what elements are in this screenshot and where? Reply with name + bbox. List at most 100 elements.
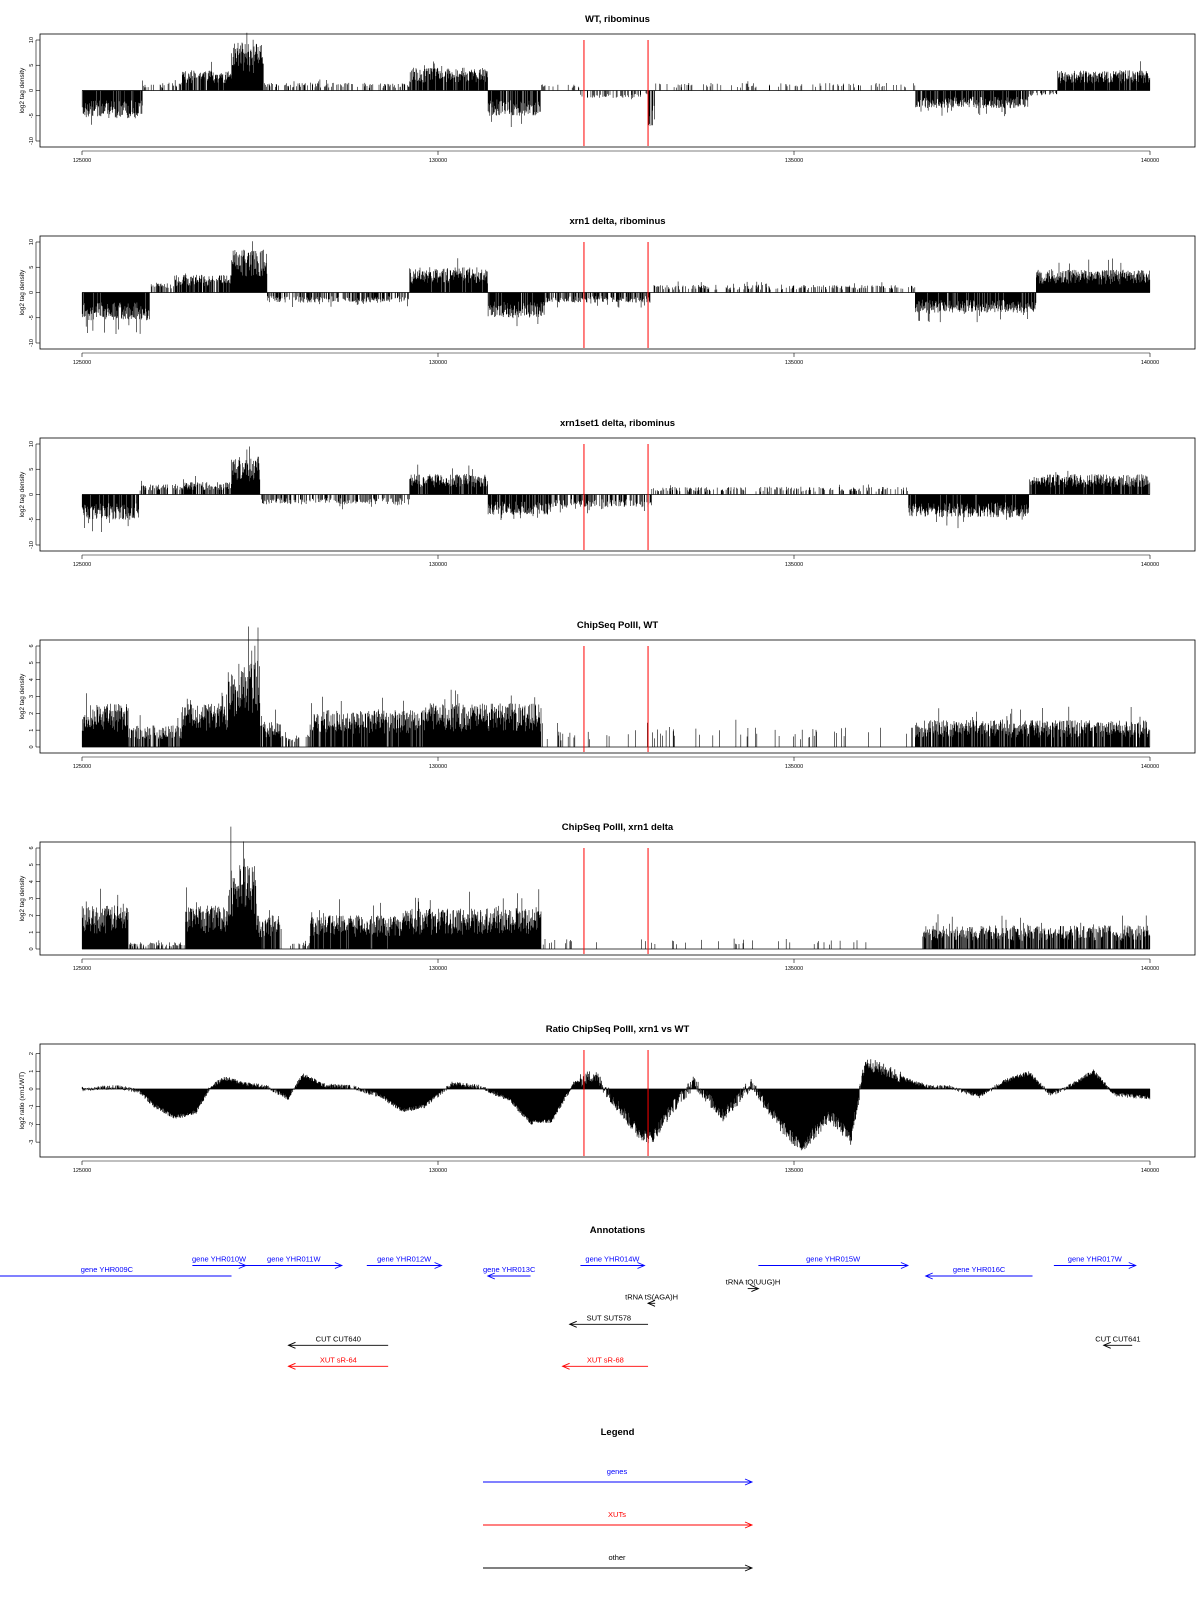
y-axis-label: log2 tag density	[19, 269, 26, 315]
feature-arrow-head	[637, 1262, 646, 1269]
x-tick-label: 130000	[429, 1168, 447, 1174]
y-tick-label: 0	[29, 745, 35, 748]
feature-arrow-head	[287, 1362, 296, 1370]
ratio-profile-bars	[81, 1059, 1151, 1151]
x-tick-label: 135000	[785, 764, 803, 770]
chart-title: Ratio ChipSeq PolII, xrn1 vs WT	[546, 1024, 690, 1035]
y-axis-label: log2 ratio (xrn1/WT)	[19, 1072, 26, 1129]
feature-arrow-head	[486, 1272, 496, 1280]
series-marks	[81, 826, 1151, 954]
chart-panel-1: WT, ribominus -10 -5 0 5 10 log2 tag density 12…	[19, 14, 1196, 164]
annotation-feature: CUT CUT640	[287, 1334, 389, 1349]
legend-arrow-head	[744, 1521, 754, 1529]
annotation-feature: gene YHR012W	[366, 1255, 443, 1269]
series-marks	[81, 1050, 1151, 1156]
chart-title: ChipSeq PolII, WT	[577, 620, 658, 631]
read-density-bars	[81, 446, 1151, 532]
feature-label: gene YHR017W	[1068, 1255, 1123, 1264]
x-tick-label: 125000	[73, 1168, 91, 1174]
series-marks	[81, 241, 1151, 348]
x-tick-label: 125000	[73, 966, 91, 972]
x-tick-label: 125000	[73, 360, 91, 366]
x-tick-label: 140000	[1141, 764, 1159, 770]
feature-arrow-head	[434, 1262, 443, 1269]
feature-label: SUT SUT578	[587, 1313, 631, 1322]
y-tick-label: 5	[29, 661, 35, 664]
feature-arrow-head	[924, 1272, 933, 1280]
y-tick-label: 3	[29, 695, 35, 698]
annotation-feature: gene YHR014W	[580, 1255, 646, 1269]
feature-label: CUT CUT641	[1095, 1334, 1140, 1343]
y-tick-label: 3	[29, 897, 35, 900]
annotation-feature: gene YHR011W	[245, 1255, 344, 1269]
chart-title: xrn1set1 delta, ribominus	[560, 418, 675, 429]
y-tick-label: 0	[29, 947, 35, 950]
y-tick-label: -2	[29, 1122, 35, 1127]
legend-label: other	[608, 1553, 626, 1562]
annotation-feature: gene YHR017W	[1053, 1255, 1137, 1269]
x-tick-label: 125000	[73, 158, 91, 164]
x-tick-label: 135000	[785, 562, 803, 568]
y-tick-label: 5	[29, 468, 35, 471]
annotation-feature: tRNA tS(AGA)H	[625, 1292, 678, 1307]
feature-arrow-head	[568, 1320, 577, 1328]
y-tick-label: 5	[29, 863, 35, 866]
feature-arrow-head	[1128, 1262, 1137, 1269]
read-density-bars	[81, 241, 1151, 334]
x-tick-label: 135000	[785, 158, 803, 164]
y-tick-label: -10	[29, 541, 35, 549]
feature-label: gene YHR013C	[483, 1265, 536, 1274]
feature-arrow-head	[1102, 1341, 1111, 1349]
y-tick-label: -10	[29, 137, 35, 145]
feature-label: tRNA tS(AGA)H	[625, 1292, 678, 1301]
y-tick-label: -1	[29, 1104, 35, 1109]
feature-label: gene YHR010W	[192, 1255, 247, 1264]
legend-title: Legend	[601, 1427, 635, 1438]
x-tick-label: 140000	[1141, 562, 1159, 568]
x-axis: 125000 130000 135000 140000	[73, 150, 1159, 164]
feature-arrow-head	[287, 1341, 296, 1349]
y-tick-label: 1	[29, 931, 35, 934]
y-tick-label: 2	[29, 914, 35, 917]
x-tick-label: 130000	[429, 158, 447, 164]
y-axis: -10 -5 0 5 10 log2 tag density	[19, 441, 40, 549]
annotation-feature: tRNA tQ(UUG)H	[726, 1278, 781, 1293]
feature-label: CUT CUT640	[316, 1334, 361, 1343]
chart-panel-6: Ratio ChipSeq PolII, xrn1 vs WT-3-2-1012…	[19, 1024, 1196, 1174]
feature-label: gene YHR014W	[585, 1255, 640, 1264]
feature-label: tRNA tQ(UUG)H	[726, 1278, 781, 1287]
legend-item-genes: genes	[483, 1467, 754, 1486]
y-tick-label: 5	[29, 64, 35, 67]
x-tick-label: 135000	[785, 966, 803, 972]
y-tick-label: 0	[29, 1087, 35, 1090]
legend-arrow-head	[744, 1478, 754, 1486]
x-tick-label: 130000	[429, 764, 447, 770]
x-axis: 125000 130000 135000 140000	[73, 554, 1159, 568]
legend-label: XUTs	[608, 1510, 626, 1519]
y-tick-label: -10	[29, 339, 35, 347]
x-tick-label: 130000	[429, 562, 447, 568]
chart-title: xrn1 delta, ribominus	[569, 216, 665, 227]
feature-arrow-head	[561, 1362, 570, 1370]
x-tick-label: 125000	[73, 764, 91, 770]
x-axis: 125000 130000 135000 140000	[73, 1160, 1159, 1174]
y-tick-label: -5	[29, 315, 35, 320]
y-tick-label: 5	[29, 266, 35, 269]
y-axis: -10 -5 0 5 10 log2 tag density	[19, 37, 40, 145]
annotation-feature: SUT SUT578	[568, 1313, 649, 1328]
y-tick-label: 2	[29, 1052, 35, 1055]
y-axis-label: log2 tag density	[19, 471, 26, 517]
chart-title: WT, ribominus	[585, 14, 650, 25]
annotation-feature: gene YHR013C	[483, 1265, 536, 1280]
y-tick-label: 6	[29, 846, 35, 849]
feature-label: gene YHR015W	[806, 1255, 861, 1264]
x-tick-label: 125000	[73, 562, 91, 568]
x-tick-label: 140000	[1141, 966, 1159, 972]
y-axis: -10 -5 0 5 10 log2 tag density	[19, 239, 40, 347]
y-tick-label: 4	[29, 880, 35, 883]
x-tick-label: 140000	[1141, 158, 1159, 164]
y-tick-label: -5	[29, 517, 35, 522]
y-tick-label: 0	[29, 493, 35, 496]
annotations-title: Annotations	[590, 1225, 645, 1236]
annotation-feature: XUT sR-68	[561, 1355, 649, 1370]
